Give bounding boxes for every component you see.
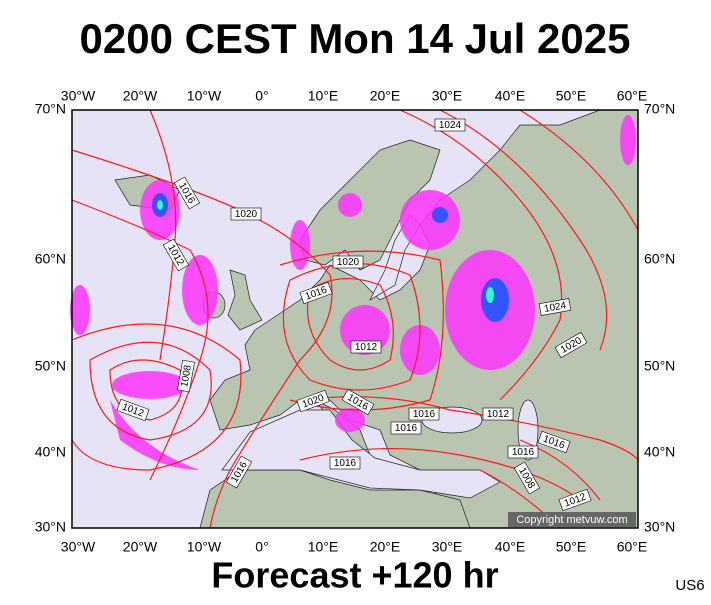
bottom-axis-label: 10°W	[187, 539, 222, 555]
isobar-label-box	[173, 176, 201, 210]
left-axis-label: 60°N	[35, 251, 66, 267]
isobar-label-text: 1024	[439, 120, 462, 131]
bottom-axis-label: 30°W	[61, 539, 96, 555]
isobar-label-text: 1008	[179, 364, 194, 388]
copyright: Copyright metvuw.com	[516, 514, 627, 526]
britain	[227, 269, 263, 331]
isobar-label: 1024	[434, 118, 466, 132]
right-axis-label: 30°N	[644, 519, 675, 535]
isobar-label-box	[554, 331, 588, 359]
bottom-axis-label: 50°E	[556, 539, 587, 555]
top-axis-label: 10°W	[187, 88, 222, 104]
bottom-axis-label: 0°	[255, 539, 268, 555]
isobar-label: 1012	[350, 340, 382, 354]
isobar-label-text: 1012	[487, 409, 510, 420]
isobar-label-box	[513, 461, 541, 495]
isobar-label-text: 1012	[355, 342, 378, 353]
isobar-label: 1016	[390, 421, 422, 435]
isobar-label-box	[390, 421, 422, 435]
isobar-label-box	[507, 445, 539, 459]
isobar-label: 1020	[230, 207, 262, 221]
bottom-axis-label: 60°E	[617, 539, 648, 555]
isobar-label: 1012	[482, 407, 514, 421]
isobar-label-text: 1020	[337, 257, 360, 268]
isobar-label-box	[230, 207, 262, 221]
isobar-label-box	[537, 430, 571, 454]
model-code: US6	[675, 577, 704, 594]
map-frame	[71, 109, 639, 529]
isobar-label-box	[329, 456, 361, 470]
isobar-label-box	[225, 455, 253, 489]
isobar-label: 1016	[408, 407, 440, 421]
left-axis-label: 50°N	[35, 358, 66, 374]
isobar-label-text: 1016	[512, 447, 535, 458]
bottom-axis-label: 30°E	[432, 539, 463, 555]
footer: Forecast +120 hr	[211, 555, 498, 596]
isobar-label-text: 1020	[235, 209, 258, 220]
isobar-label-box	[341, 388, 375, 416]
isobar-label-box	[434, 118, 466, 132]
isobar-label-box	[116, 398, 150, 422]
top-axis-label: 30°E	[432, 88, 463, 104]
top-axis-label: 30°W	[61, 88, 96, 104]
title: 0200 CEST Mon 14 Jul 2025	[80, 15, 631, 62]
top-axis-label: 20°E	[370, 88, 401, 104]
isobar-label-text: 1016	[413, 409, 436, 420]
right-axis-label: 60°N	[644, 251, 675, 267]
isobar-label-box	[350, 340, 382, 354]
isobar-label-text: 1016	[395, 423, 418, 434]
right-axis-label: 70°N	[644, 101, 675, 117]
top-axis-label: 10°E	[308, 88, 339, 104]
isobar-label-box	[177, 359, 195, 393]
bottom-axis-label: 20°W	[123, 539, 158, 555]
precipitation	[70, 115, 636, 470]
isobar-label-box	[558, 488, 592, 512]
right-axis-label: 40°N	[644, 444, 675, 460]
top-axis-label: 40°E	[495, 88, 526, 104]
isobar-label-text: 1024	[543, 300, 567, 315]
right-axis-label: 50°N	[644, 358, 675, 374]
left-axis-label: 40°N	[35, 444, 66, 460]
isobar-label: 1020	[332, 255, 364, 269]
mediterranean	[221, 409, 501, 499]
bottom-axis-label: 10°E	[308, 539, 339, 555]
isobar-label: 1008	[177, 359, 195, 393]
top-axis-label: 50°E	[556, 88, 587, 104]
top-axis-label: 0°	[255, 88, 268, 104]
caspian-sea	[517, 399, 539, 461]
isobar-label-box	[296, 389, 330, 413]
bottom-axis-label: 20°E	[370, 539, 401, 555]
isobar-label-box	[162, 238, 190, 272]
isobar-label-box	[299, 281, 333, 305]
isobar-label-box	[538, 298, 572, 316]
isobar-label-box	[408, 407, 440, 421]
isobar-label: 1024	[538, 298, 572, 316]
copyright-box	[508, 512, 636, 527]
top-axis-label: 20°W	[123, 88, 158, 104]
isobar-label: 1016	[329, 456, 361, 470]
top-axis-label: 60°E	[617, 88, 648, 104]
isobar-label-box	[482, 407, 514, 421]
isobar-label-text: 1016	[334, 458, 357, 469]
isobar-label: 1016	[507, 445, 539, 459]
bottom-axis-label: 40°E	[495, 539, 526, 555]
left-axis-label: 70°N	[35, 101, 66, 117]
isobar-label-box	[332, 255, 364, 269]
left-axis-label: 30°N	[35, 519, 66, 535]
axis-labels: 30°W 20°W 10°W 0° 10°E 20°E 30°E 40°E 50°E 60°E 30…	[35, 88, 676, 555]
